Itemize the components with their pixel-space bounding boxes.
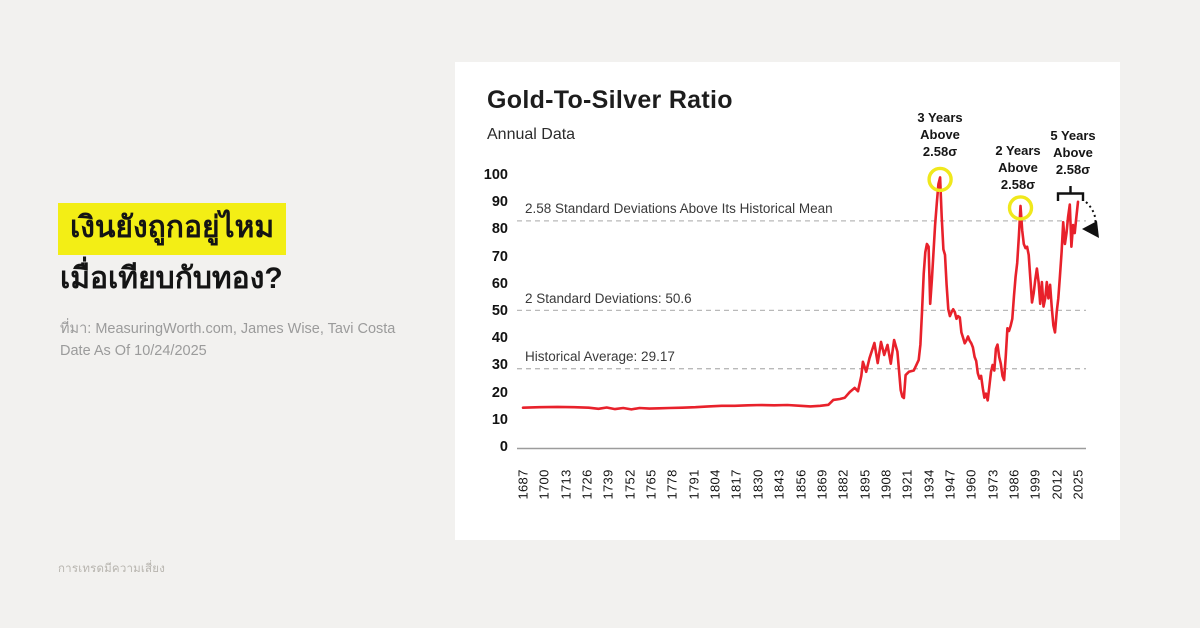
y-axis-tick-label: 80 (491, 221, 508, 238)
annotation-3-years-above: 3 Years Above 2.58σ (917, 110, 963, 159)
x-axis-tick-label: 1986 (1006, 469, 1022, 500)
x-axis-tick-label: 1687 (515, 469, 531, 500)
x-axis-tick-label: 1895 (857, 469, 873, 500)
x-axis-tick-label: 1791 (686, 469, 702, 500)
y-axis-tick-label: 50 (491, 303, 508, 319)
source-line-2: Date As Of 10/24/2025 (60, 343, 207, 360)
annotation-5-years-above: 5 Years Above 2.58σ (1050, 128, 1096, 177)
y-axis-tick-label: 90 (491, 194, 508, 211)
y-axis-tick-label: 40 (491, 330, 508, 347)
y-axis-tick-label: 100 (483, 167, 508, 183)
chart-title: Gold-To-Silver Ratio (487, 86, 733, 114)
x-axis-tick-label: 1973 (985, 469, 1001, 500)
trend-arrow-head (1082, 221, 1099, 238)
x-axis-tick-label: 1856 (793, 469, 808, 500)
gold-silver-ratio-chart (517, 166, 1099, 450)
headline-line-2: เมื่อเทียบกับทอง? (60, 261, 283, 295)
x-axis-tick-label: 1817 (728, 469, 744, 500)
source-block: ที่มา: MeasuringWorth.com, James Wise, T… (60, 318, 440, 363)
highlight-circles-group (927, 166, 1034, 221)
x-axis-tick-label: 1765 (643, 469, 659, 500)
y-axis-tick-label: 20 (491, 384, 508, 401)
y-axis-tick-label: 0 (499, 439, 508, 455)
x-axis-tick-label: 1882 (835, 469, 851, 500)
x-axis-tick-label: 2012 (1049, 469, 1065, 500)
series-group (521, 176, 1080, 411)
source-line-1: ที่มา: MeasuringWorth.com, James Wise, T… (60, 321, 396, 337)
x-axis-tick-label: 1999 (1027, 469, 1043, 500)
x-axis-tick-label: 1726 (579, 469, 595, 500)
ref-line-label-2-58-sd: 2.58 Standard Deviations Above Its Histo… (525, 201, 833, 216)
y-axis-tick-label: 60 (491, 275, 508, 292)
reference-lines-group (517, 220, 1086, 370)
trend-arrow-dotted-line (1085, 201, 1097, 223)
x-axis-tick-label: 1752 (622, 469, 638, 500)
five-years-bracket (1056, 186, 1085, 201)
gold-silver-ratio-line (521, 176, 1080, 411)
x-axis-tick-label: 1921 (899, 469, 915, 500)
annotation-2-years-above: 2 Years Above 2.58σ (995, 143, 1041, 192)
headline-line-1: เงินยังถูกอยู่ไหม (58, 203, 418, 255)
chart-card: Gold-To-Silver Ratio Annual Data 2.58 St… (455, 62, 1120, 540)
x-axis-tick-label: 1960 (963, 469, 979, 500)
x-axis-tick-label: 1713 (558, 469, 574, 500)
peak-highlight-circle (927, 166, 953, 193)
x-axis-tick-label: 1947 (942, 469, 958, 500)
headline-highlight: เงินยังถูกอยู่ไหม (58, 203, 287, 255)
x-axis-tick-label: 1778 (664, 469, 680, 500)
x-axis-tick-label: 1830 (750, 469, 766, 500)
x-axis-tick-label: 1908 (878, 469, 894, 500)
y-axis-tick-label: 70 (491, 248, 508, 265)
x-axis-tick-label: 1700 (536, 469, 552, 500)
x-axis-tick-label: 1869 (814, 469, 830, 500)
y-axis-tick-label: 30 (491, 357, 508, 374)
x-axis-tick-label: 1739 (600, 469, 616, 500)
x-axis-tick-label: 1804 (707, 469, 723, 500)
x-axis-tick-label: 1934 (921, 469, 937, 500)
disclaimer-note: การเทรดมีความเสี่ยง (58, 563, 166, 575)
left-panel: เงินยังถูกอยู่ไหม เมื่อเทียบกับทอง? (58, 203, 418, 300)
ref-line-label-historical-average: Historical Average: 29.17 (525, 349, 675, 364)
x-axis-tick-label: 2025 (1070, 469, 1086, 500)
peak-highlight-circle (1007, 195, 1034, 221)
y-axis-tick-label: 10 (491, 411, 508, 428)
ref-line-label-2-sd: 2 Standard Deviations: 50.6 (525, 291, 692, 306)
x-axis-tick-label: 1843 (771, 469, 787, 500)
chart-subtitle: Annual Data (487, 126, 576, 143)
